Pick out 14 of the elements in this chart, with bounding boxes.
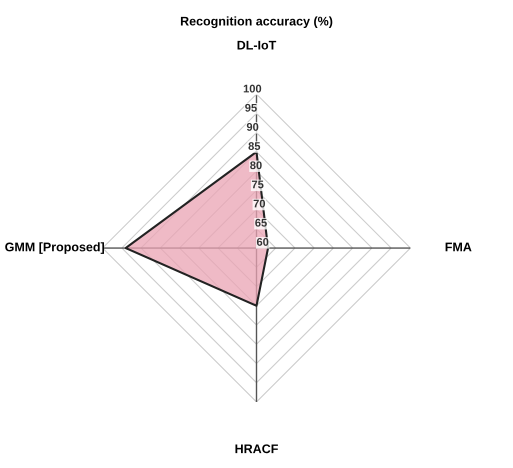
- spoke-label: GMM [Proposed]: [5, 242, 104, 254]
- y-tick-label: 65: [255, 218, 267, 227]
- y-tick-label: 70: [254, 200, 266, 208]
- chart-title: Recognition accuracy (%): [180, 16, 332, 28]
- spoke-label: HRACF: [235, 444, 278, 454]
- y-tick-label: 75: [252, 180, 264, 188]
- spoke-label: FMA: [446, 242, 472, 252]
- y-tick-label: 80: [250, 161, 262, 170]
- y-tick-label: 100: [244, 84, 262, 93]
- y-tick-label: 90: [246, 122, 258, 131]
- y-tick-label: 95: [245, 104, 257, 112]
- y-tick-label: 60: [256, 238, 268, 246]
- y-tick-label: 85: [248, 142, 260, 150]
- spoke-label: DL-IoT: [238, 40, 276, 50]
